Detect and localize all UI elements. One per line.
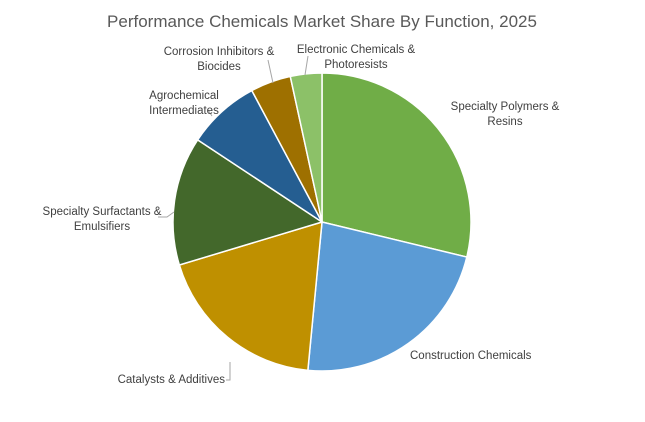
- pie-slice-1: [321, 72, 472, 258]
- pie-slice-4: [172, 138, 324, 266]
- slice-label-6: Corrosion Inhibitors & Biocides: [164, 46, 275, 73]
- chart-title: Performance Chemicals Market Share By Fu…: [107, 12, 537, 31]
- leader-lines: [158, 55, 309, 381]
- leader-line-4: [158, 211, 175, 218]
- slice-label-4: Specialty Surfactants & Emulsifiers: [43, 206, 162, 233]
- leader-line-7: [304, 55, 309, 76]
- leader-line-6: [267, 59, 274, 84]
- pie-slice-2: [307, 221, 468, 372]
- leader-line-3: [226, 362, 231, 381]
- leader-line-5: [207, 109, 213, 117]
- pie-slice-7: [289, 72, 323, 223]
- slice-label-3: Catalysts & Additives: [118, 374, 226, 386]
- slice-label-5: Agrochemical Intermediates: [149, 90, 219, 117]
- slice-label-7: Electronic Chemicals & Photoresists: [297, 44, 416, 71]
- slice-label-2: Construction Chemicals: [410, 350, 532, 362]
- pie-slices: [172, 72, 472, 372]
- slice-labels: Specialty Polymers & Resins Construction C…: [43, 44, 560, 386]
- pie-slice-3: [178, 220, 323, 372]
- slice-label-1: Specialty Polymers & Resins: [451, 101, 560, 128]
